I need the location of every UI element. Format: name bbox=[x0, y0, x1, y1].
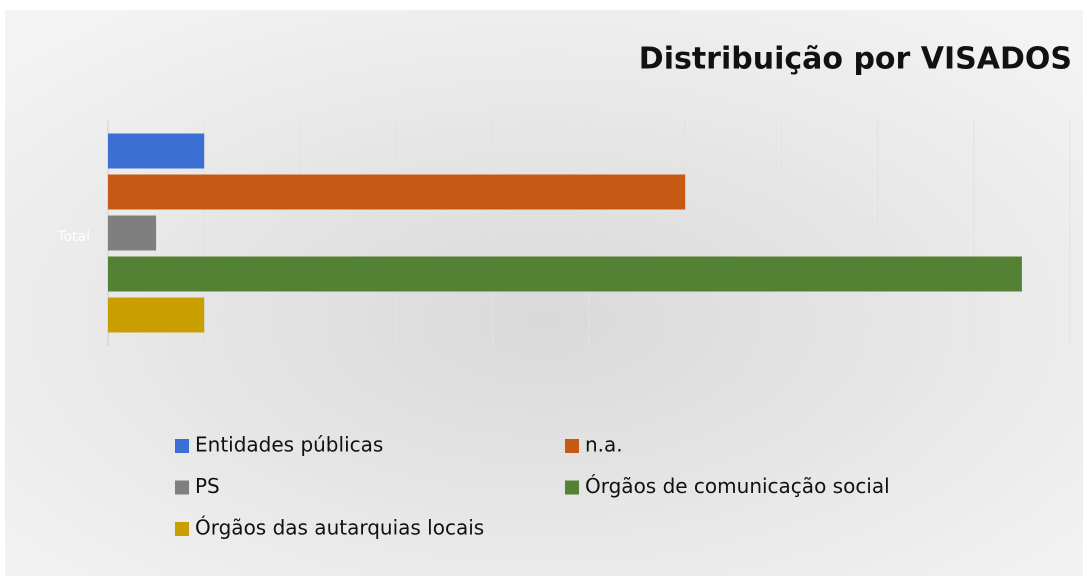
chart-area bbox=[5, 10, 1083, 576]
legend-label: PS bbox=[195, 474, 220, 498]
bar bbox=[108, 297, 205, 333]
bar bbox=[108, 133, 205, 169]
legend-label: Órgãos de comunicação social bbox=[585, 474, 890, 498]
legend-label: Órgãos das autarquias locais bbox=[195, 516, 484, 540]
y-tick-label: Total bbox=[56, 229, 90, 245]
legend-swatch bbox=[175, 480, 189, 495]
legend-label: n.a. bbox=[585, 433, 623, 457]
legend-swatch bbox=[565, 480, 579, 495]
legend-swatch bbox=[175, 439, 189, 453]
bar bbox=[108, 174, 686, 210]
legend-swatch bbox=[175, 522, 189, 536]
legend-label: Entidades públicas bbox=[195, 433, 383, 457]
bar bbox=[108, 215, 157, 251]
bar bbox=[108, 256, 1022, 292]
chart-title: Distribuição por VISADOS bbox=[639, 42, 1072, 77]
legend-swatch bbox=[565, 439, 579, 453]
